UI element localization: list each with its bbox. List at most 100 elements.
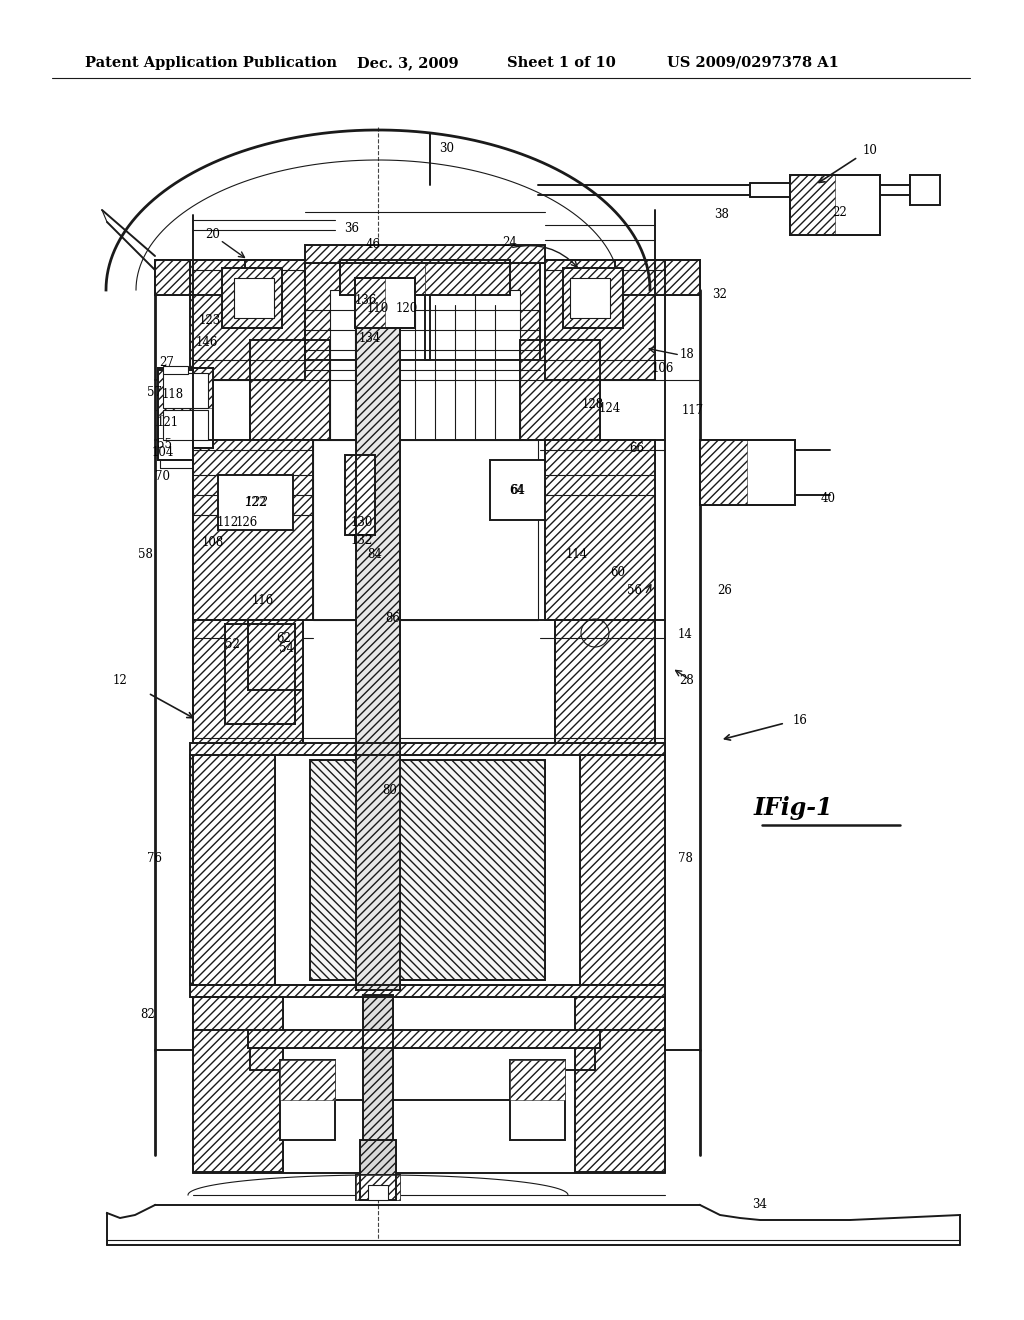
Bar [158, 368, 213, 408]
Bar [615, 260, 700, 294]
Bar [356, 290, 400, 990]
Bar [310, 760, 545, 979]
Bar [700, 440, 795, 506]
Bar [250, 341, 330, 440]
Bar [305, 260, 430, 360]
Text: 56: 56 [627, 583, 641, 597]
Text: 117: 117 [682, 404, 705, 417]
Bar [158, 370, 193, 459]
Bar [190, 985, 665, 997]
Text: 66: 66 [630, 441, 644, 454]
Bar [193, 620, 303, 750]
Bar [340, 260, 510, 294]
Text: 52: 52 [224, 639, 240, 652]
Bar [700, 440, 746, 506]
Text: 20: 20 [206, 228, 220, 242]
Text: 36: 36 [344, 222, 359, 235]
Bar [158, 370, 193, 414]
Bar [490, 459, 545, 520]
Bar [158, 368, 213, 447]
Bar [305, 260, 430, 360]
Bar [280, 1060, 335, 1140]
Text: 58: 58 [137, 549, 153, 561]
Bar [362, 995, 393, 1175]
Bar [163, 411, 208, 440]
Bar [190, 985, 665, 997]
Bar [580, 755, 665, 985]
Text: 106: 106 [652, 362, 674, 375]
Bar [248, 620, 303, 690]
Text: 132: 132 [351, 533, 373, 546]
Text: 120: 120 [396, 301, 418, 314]
Text: 34: 34 [753, 1199, 768, 1212]
Text: 10: 10 [862, 144, 878, 157]
Text: 54: 54 [280, 642, 295, 655]
Text: 14: 14 [678, 628, 692, 642]
Bar [575, 997, 665, 1172]
Bar [563, 268, 623, 327]
Text: Dec. 3, 2009: Dec. 3, 2009 [357, 55, 459, 70]
Bar [340, 260, 510, 294]
Text: 134: 134 [358, 331, 381, 345]
Text: 27: 27 [160, 355, 174, 368]
Bar [555, 620, 655, 750]
Bar [305, 246, 545, 263]
Bar [510, 1060, 565, 1140]
Text: 146: 146 [196, 337, 218, 350]
Bar [190, 260, 305, 380]
Text: 136: 136 [354, 293, 377, 306]
Bar [545, 440, 655, 620]
Bar [330, 290, 520, 470]
Bar [700, 440, 795, 506]
Bar [355, 279, 385, 327]
Text: 130: 130 [351, 516, 373, 528]
Bar [222, 268, 282, 327]
Bar [570, 279, 610, 318]
Text: 76: 76 [147, 851, 163, 865]
Bar [910, 176, 940, 205]
Text: 86: 86 [386, 611, 400, 624]
Bar [356, 290, 400, 990]
Bar [425, 260, 510, 294]
Text: 30: 30 [439, 141, 455, 154]
Bar [356, 1175, 400, 1200]
Bar [225, 624, 295, 723]
Text: 55: 55 [158, 438, 172, 451]
Text: 128: 128 [582, 399, 604, 412]
Bar [563, 268, 623, 327]
Bar [790, 176, 835, 235]
Text: 46: 46 [366, 239, 381, 252]
Bar [248, 1030, 600, 1048]
Bar [190, 755, 275, 985]
Bar [790, 176, 880, 235]
Bar [356, 1175, 400, 1200]
Text: 78: 78 [678, 851, 692, 865]
Bar [362, 995, 393, 1175]
Bar [248, 620, 303, 690]
Bar [248, 1030, 600, 1048]
Bar [155, 260, 245, 294]
Text: 123: 123 [199, 314, 221, 326]
Bar [193, 440, 313, 620]
Bar [545, 260, 655, 380]
Text: 114: 114 [566, 549, 588, 561]
Bar [155, 260, 245, 294]
Bar [193, 620, 303, 750]
Bar [190, 755, 275, 985]
Bar [340, 260, 425, 294]
Text: 22: 22 [833, 206, 848, 219]
Text: 122: 122 [245, 496, 267, 510]
Bar [190, 743, 665, 755]
Text: 60: 60 [610, 565, 626, 578]
Text: Sheet 1 of 10: Sheet 1 of 10 [507, 55, 615, 70]
Bar [313, 440, 538, 620]
Bar [790, 176, 880, 235]
Bar [225, 624, 295, 723]
Text: 62: 62 [276, 631, 292, 644]
Text: 18: 18 [680, 348, 694, 362]
Text: 70: 70 [155, 470, 170, 483]
Bar [305, 246, 545, 263]
Bar [425, 260, 540, 360]
Text: 38: 38 [715, 209, 729, 222]
Text: IFig-1: IFig-1 [754, 796, 833, 820]
